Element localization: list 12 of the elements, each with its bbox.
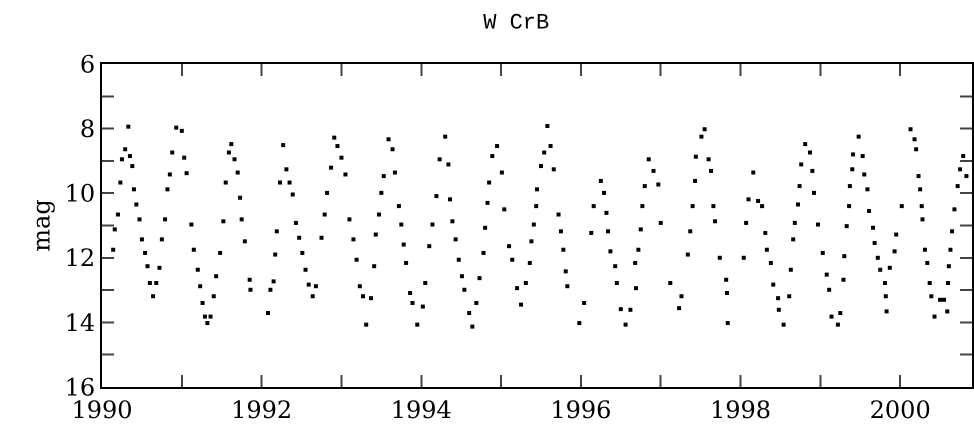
y-axis-title: mag [27, 199, 56, 252]
x-tick-label: 1998 [710, 396, 772, 424]
x-tick-label: 1994 [390, 396, 452, 424]
y-tick-label: 8 [80, 115, 96, 143]
x-tick-label: 2000 [870, 396, 931, 424]
y-tick-label: 14 [64, 308, 96, 337]
x-tick-label: 1996 [550, 396, 612, 424]
y-tick-label: 10 [64, 180, 96, 208]
y-tick-label: 6 [80, 50, 96, 78]
chart-title: W CrB [483, 10, 550, 36]
x-tick-label: 1992 [231, 396, 292, 424]
y-tick-label: 12 [64, 244, 96, 272]
